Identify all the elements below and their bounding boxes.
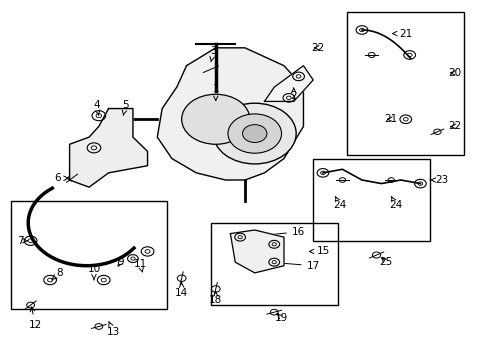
Text: 17: 17 (273, 261, 320, 271)
Text: 12: 12 (29, 307, 42, 330)
Polygon shape (157, 48, 303, 180)
Text: 4: 4 (93, 100, 100, 116)
Text: 16: 16 (249, 227, 305, 239)
Polygon shape (230, 230, 284, 273)
Bar (313, 158, 430, 241)
Bar (347, 12, 464, 155)
Circle shape (243, 125, 267, 143)
Circle shape (182, 94, 250, 144)
Text: 10: 10 (87, 264, 100, 280)
Text: 9: 9 (118, 257, 124, 267)
Text: 22: 22 (448, 121, 461, 131)
Text: 18: 18 (209, 292, 222, 305)
Text: 14: 14 (175, 282, 188, 297)
Circle shape (228, 114, 282, 153)
Text: 25: 25 (380, 257, 393, 267)
Text: 3: 3 (210, 46, 217, 62)
Polygon shape (70, 109, 147, 187)
Text: 15: 15 (309, 247, 330, 256)
Text: 2: 2 (291, 88, 297, 101)
Bar (211, 223, 338, 305)
Text: 1: 1 (213, 84, 219, 100)
Text: 19: 19 (275, 312, 288, 323)
Text: 5: 5 (122, 100, 129, 116)
Text: 21: 21 (392, 28, 413, 39)
Text: 21: 21 (385, 114, 398, 124)
Bar (11, 202, 167, 309)
Circle shape (213, 103, 296, 164)
Text: 13: 13 (107, 321, 120, 337)
Text: 6: 6 (54, 173, 68, 183)
Polygon shape (265, 66, 313, 102)
Text: 24: 24 (390, 197, 403, 210)
Text: 20: 20 (448, 68, 461, 78)
Text: 7: 7 (18, 236, 27, 246)
Text: 11: 11 (134, 259, 147, 272)
Text: 24: 24 (333, 197, 346, 210)
Text: 8: 8 (51, 268, 63, 280)
Text: 23: 23 (430, 175, 449, 185)
Text: 22: 22 (312, 43, 325, 53)
